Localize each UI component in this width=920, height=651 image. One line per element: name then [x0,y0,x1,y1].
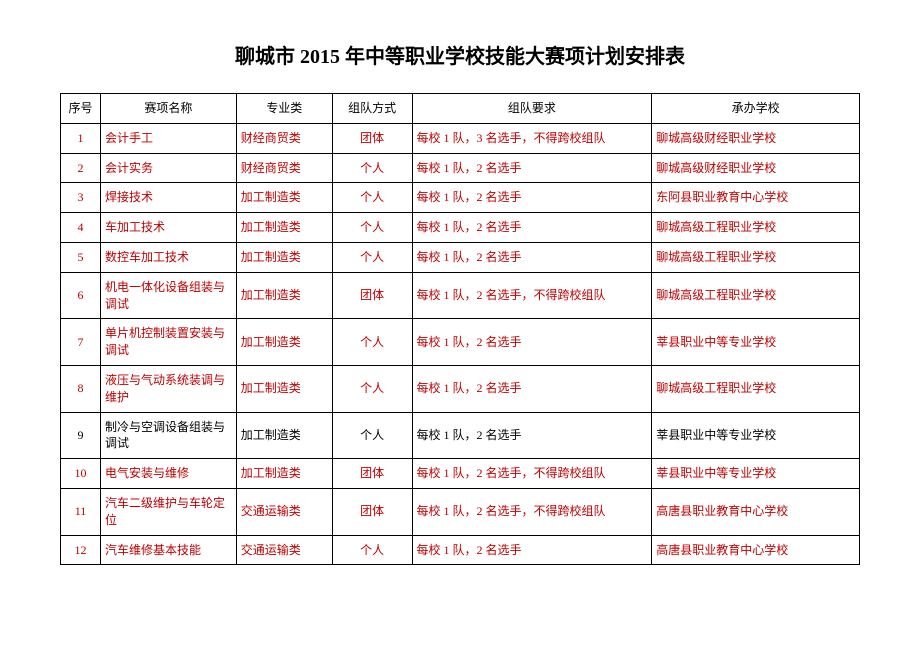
table-cell: 2 [61,153,101,183]
table-cell: 聊城高级工程职业学校 [652,365,860,412]
col-header-name: 赛项名称 [100,94,236,124]
table-cell: 加工制造类 [236,242,332,272]
table-cell: 9 [61,412,101,459]
table-row: 7单片机控制装置安装与调试加工制造类个人每校 1 队，2 名选手莘县职业中等专业… [61,319,860,366]
table-cell: 财经商贸类 [236,123,332,153]
table-cell: 团体 [332,488,412,535]
table-cell: 5 [61,242,101,272]
table-body: 1会计手工财经商贸类团体每校 1 队，3 名选手，不得跨校组队聊城高级财经职业学… [61,123,860,565]
col-header-teamtype: 组队方式 [332,94,412,124]
table-cell: 聊城高级工程职业学校 [652,213,860,243]
table-cell: 加工制造类 [236,365,332,412]
col-header-category: 专业类 [236,94,332,124]
table-cell: 个人 [332,535,412,565]
table-cell: 加工制造类 [236,319,332,366]
table-cell: 莘县职业中等专业学校 [652,412,860,459]
table-cell: 液压与气动系统装调与维护 [100,365,236,412]
table-cell: 1 [61,123,101,153]
table-cell: 11 [61,488,101,535]
table-cell: 团体 [332,459,412,489]
schedule-table: 序号 赛项名称 专业类 组队方式 组队要求 承办学校 1会计手工财经商贸类团体每… [60,93,860,565]
table-cell: 机电一体化设备组装与调试 [100,272,236,319]
table-row: 11汽车二级维护与车轮定位交通运输类团体每校 1 队，2 名选手，不得跨校组队高… [61,488,860,535]
table-cell: 10 [61,459,101,489]
table-cell: 高唐县职业教育中心学校 [652,488,860,535]
table-cell: 交通运输类 [236,488,332,535]
table-header-row: 序号 赛项名称 专业类 组队方式 组队要求 承办学校 [61,94,860,124]
table-row: 6机电一体化设备组装与调试加工制造类团体每校 1 队，2 名选手，不得跨校组队聊… [61,272,860,319]
page-title: 聊城市 2015 年中等职业学校技能大赛项计划安排表 [60,40,860,69]
table-cell: 个人 [332,365,412,412]
col-header-requirement: 组队要求 [412,94,652,124]
table-cell: 每校 1 队，2 名选手 [412,365,652,412]
col-header-index: 序号 [61,94,101,124]
table-cell: 车加工技术 [100,213,236,243]
table-cell: 个人 [332,412,412,459]
table-cell: 每校 1 队，2 名选手 [412,242,652,272]
table-row: 5数控车加工技术加工制造类个人每校 1 队，2 名选手聊城高级工程职业学校 [61,242,860,272]
table-cell: 每校 1 队，2 名选手 [412,183,652,213]
table-cell: 制冷与空调设备组装与调试 [100,412,236,459]
table-cell: 个人 [332,183,412,213]
table-cell: 12 [61,535,101,565]
table-row: 9制冷与空调设备组装与调试加工制造类个人每校 1 队，2 名选手莘县职业中等专业… [61,412,860,459]
table-cell: 每校 1 队，2 名选手 [412,213,652,243]
table-cell: 聊城高级财经职业学校 [652,123,860,153]
table-cell: 交通运输类 [236,535,332,565]
table-cell: 6 [61,272,101,319]
table-cell: 财经商贸类 [236,153,332,183]
table-cell: 团体 [332,272,412,319]
table-row: 10电气安装与维修加工制造类团体每校 1 队，2 名选手，不得跨校组队莘县职业中… [61,459,860,489]
table-cell: 每校 1 队，2 名选手 [412,319,652,366]
table-cell: 莘县职业中等专业学校 [652,319,860,366]
table-row: 3焊接技术加工制造类个人每校 1 队，2 名选手东阿县职业教育中心学校 [61,183,860,213]
table-cell: 个人 [332,153,412,183]
table-row: 4车加工技术加工制造类个人每校 1 队，2 名选手聊城高级工程职业学校 [61,213,860,243]
table-cell: 个人 [332,242,412,272]
table-cell: 加工制造类 [236,272,332,319]
table-cell: 每校 1 队，2 名选手，不得跨校组队 [412,272,652,319]
col-header-school: 承办学校 [652,94,860,124]
table-cell: 聊城高级工程职业学校 [652,272,860,319]
table-cell: 莘县职业中等专业学校 [652,459,860,489]
table-cell: 单片机控制装置安装与调试 [100,319,236,366]
table-cell: 电气安装与维修 [100,459,236,489]
table-row: 12汽车维修基本技能交通运输类个人每校 1 队，2 名选手高唐县职业教育中心学校 [61,535,860,565]
table-cell: 每校 1 队，2 名选手 [412,412,652,459]
table-cell: 汽车维修基本技能 [100,535,236,565]
table-cell: 加工制造类 [236,183,332,213]
table-cell: 个人 [332,319,412,366]
table-cell: 每校 1 队，2 名选手，不得跨校组队 [412,459,652,489]
table-cell: 4 [61,213,101,243]
table-cell: 加工制造类 [236,213,332,243]
table-row: 1会计手工财经商贸类团体每校 1 队，3 名选手，不得跨校组队聊城高级财经职业学… [61,123,860,153]
table-cell: 个人 [332,213,412,243]
table-cell: 聊城高级工程职业学校 [652,242,860,272]
table-cell: 7 [61,319,101,366]
table-cell: 汽车二级维护与车轮定位 [100,488,236,535]
table-cell: 东阿县职业教育中心学校 [652,183,860,213]
table-cell: 加工制造类 [236,412,332,459]
table-cell: 每校 1 队，2 名选手 [412,153,652,183]
table-row: 8液压与气动系统装调与维护加工制造类个人每校 1 队，2 名选手聊城高级工程职业… [61,365,860,412]
table-cell: 会计手工 [100,123,236,153]
table-cell: 每校 1 队，3 名选手，不得跨校组队 [412,123,652,153]
table-cell: 团体 [332,123,412,153]
table-cell: 每校 1 队，2 名选手，不得跨校组队 [412,488,652,535]
table-cell: 焊接技术 [100,183,236,213]
table-cell: 高唐县职业教育中心学校 [652,535,860,565]
table-cell: 8 [61,365,101,412]
table-cell: 聊城高级财经职业学校 [652,153,860,183]
table-cell: 会计实务 [100,153,236,183]
table-cell: 数控车加工技术 [100,242,236,272]
table-cell: 3 [61,183,101,213]
table-cell: 每校 1 队，2 名选手 [412,535,652,565]
table-cell: 加工制造类 [236,459,332,489]
table-row: 2会计实务财经商贸类个人每校 1 队，2 名选手聊城高级财经职业学校 [61,153,860,183]
